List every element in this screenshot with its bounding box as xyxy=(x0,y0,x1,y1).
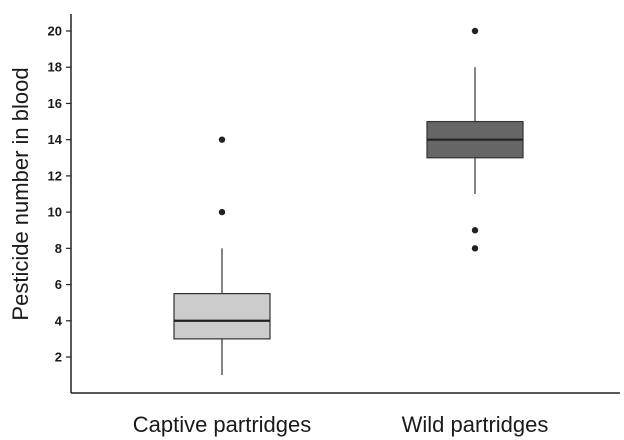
y-tick-label: 18 xyxy=(48,60,62,75)
y-tick-label: 12 xyxy=(48,168,62,183)
y-tick-label: 16 xyxy=(48,96,62,111)
outlier-point xyxy=(218,136,226,143)
box-group xyxy=(426,27,524,252)
y-tick-label: 2 xyxy=(55,350,62,365)
category-label: Captive partridges xyxy=(133,412,312,437)
outlier-point xyxy=(218,208,226,216)
y-axis-title: Pesticide number in blood xyxy=(8,67,33,320)
y-tick-label: 6 xyxy=(55,277,62,292)
outlier-point xyxy=(471,227,479,234)
y-tick-label: 10 xyxy=(48,205,62,220)
iqr-box xyxy=(173,293,271,340)
category-labels: Captive partridges Wild partridges xyxy=(133,412,549,437)
y-tick-label: 14 xyxy=(48,132,63,147)
y-tick-label: 20 xyxy=(48,24,62,39)
category-label: Wild partridges xyxy=(402,412,549,437)
y-axis-ticks: 2 4 6 8 10 12 14 16 18 20 xyxy=(48,24,71,365)
y-tick-label: 8 xyxy=(55,241,62,256)
outlier-point xyxy=(471,27,479,35)
boxes-layer xyxy=(173,27,524,376)
y-tick-label: 4 xyxy=(55,313,63,328)
box-group xyxy=(173,136,271,376)
outlier-point xyxy=(471,245,479,252)
